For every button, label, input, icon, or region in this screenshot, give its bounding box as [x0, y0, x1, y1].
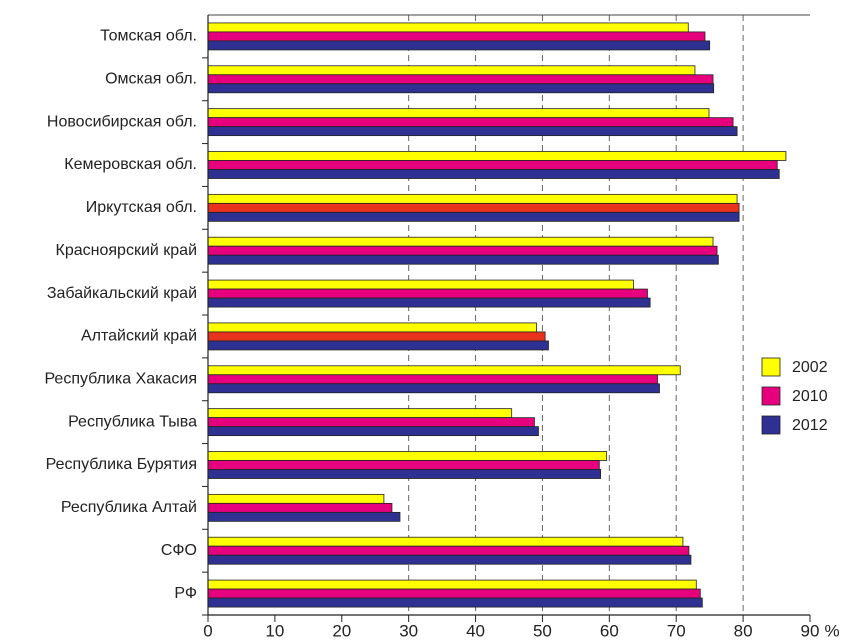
y-tick-label: Омская обл.: [105, 71, 197, 88]
bar: [207, 65, 696, 76]
y-tick-label: Алтайский край: [81, 328, 197, 345]
bar: [207, 288, 648, 299]
bar: [207, 193, 738, 204]
x-tick-label: 30: [399, 621, 418, 640]
x-tick-label: 50: [533, 621, 552, 640]
bar: [207, 460, 600, 470]
bar: [207, 536, 684, 547]
bar: [207, 83, 715, 94]
x-tick-label: 40: [466, 621, 485, 640]
bar: [207, 597, 703, 608]
bar: [207, 493, 385, 504]
legend-swatch: [761, 415, 781, 435]
y-tick-label: Республика Хакасия: [44, 371, 197, 388]
bar: [207, 588, 701, 599]
bar: [207, 365, 681, 376]
bar: [207, 408, 513, 419]
bar: [207, 451, 608, 461]
x-tick-label: 10: [265, 621, 284, 640]
bar: [207, 331, 546, 342]
bar: [207, 579, 697, 590]
bar: [207, 117, 734, 128]
bar: [207, 502, 393, 513]
y-tick-label: Республика Тыва: [68, 413, 197, 430]
bar: [207, 151, 787, 161]
bar: [207, 426, 539, 437]
bar: [207, 22, 689, 33]
legend-label: 2012: [792, 417, 828, 434]
bar: [207, 511, 401, 522]
bar: [207, 417, 535, 428]
bar: [207, 126, 738, 137]
bar: [207, 383, 660, 394]
bar: [207, 236, 714, 247]
legend-swatch: [761, 386, 781, 406]
y-tick-label: Новосибирская обл.: [47, 113, 197, 130]
y-tick-label: РФ: [174, 585, 197, 602]
y-tick-label: Иркутская обл.: [86, 199, 197, 216]
legend-label: 2002: [792, 359, 828, 376]
bar: [207, 40, 711, 51]
bar: [207, 202, 740, 213]
bar: [207, 469, 602, 479]
y-tick-label: Кемеровская обл.: [64, 156, 197, 173]
bar: [207, 108, 710, 119]
x-tick-label: 70: [667, 621, 686, 640]
x-axis-unit: %: [824, 621, 839, 640]
bar: [207, 554, 692, 565]
bar: [207, 31, 706, 42]
x-tick-label: 0: [203, 621, 212, 640]
x-tick-label: 60: [600, 621, 619, 640]
y-tick-label: Томская обл.: [100, 28, 197, 45]
bar: [207, 297, 651, 308]
bar: [207, 254, 719, 265]
y-tick-label: Красноярский край: [56, 242, 197, 259]
bar: [207, 74, 714, 85]
x-tick-label: 80: [734, 621, 753, 640]
x-tick-label: 90: [801, 621, 820, 640]
bar: [207, 340, 549, 351]
y-tick-label: Республика Алтай: [61, 499, 197, 516]
legend-label: 2010: [792, 388, 828, 405]
bar: [207, 279, 634, 290]
bar: [207, 245, 718, 256]
y-tick-label: Республика Бурятия: [46, 456, 197, 473]
y-tick-label: Забайкальский край: [47, 285, 197, 302]
legend-swatch: [761, 357, 781, 377]
bar: [207, 211, 740, 222]
bar: [207, 169, 780, 179]
x-tick-label: 20: [332, 621, 351, 640]
y-tick-label: СФО: [161, 542, 197, 559]
bar: [207, 545, 690, 556]
bar: [207, 374, 658, 385]
bar: [207, 160, 778, 170]
bar: [207, 322, 537, 333]
